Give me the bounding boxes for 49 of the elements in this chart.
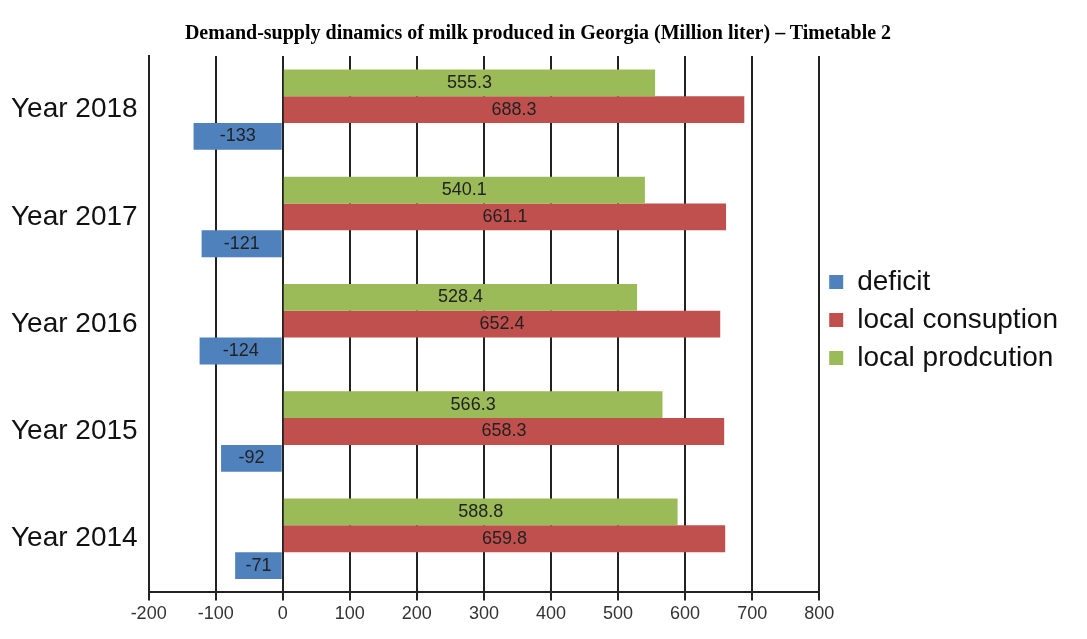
data-label: -121 — [223, 232, 260, 253]
y-tick-label: Year 2015 — [10, 414, 138, 446]
bar — [283, 176, 645, 204]
bar — [283, 418, 725, 445]
y-tick-label: Year 2018 — [10, 92, 138, 124]
data-label: -71 — [245, 554, 272, 575]
data-label: 566.3 — [450, 393, 496, 414]
x-tick-label: -200 — [130, 603, 167, 624]
y-tick-label: Year 2017 — [10, 199, 138, 231]
bar — [283, 310, 721, 338]
legend-label: deficit — [857, 264, 931, 296]
bar — [283, 96, 745, 124]
data-label: 540.1 — [441, 179, 487, 200]
bar — [221, 444, 282, 472]
legend-label: local prodcution — [857, 340, 1054, 372]
x-tick-label: 500 — [603, 603, 634, 624]
y-tick-label: Year 2014 — [10, 521, 138, 553]
bar — [193, 123, 282, 150]
bar — [283, 525, 726, 553]
data-label: 528.4 — [437, 286, 483, 307]
legend-label: local consuption — [857, 302, 1059, 334]
x-tick-label: 100 — [334, 603, 365, 624]
x-tick-label: 800 — [804, 603, 835, 624]
x-tick-label: 200 — [401, 603, 432, 624]
bar — [283, 283, 638, 311]
chart-title: Demand-supply dinamics of milk produced in Georgia (Million liter) – Timetable 2 — [184, 21, 892, 45]
bar — [201, 230, 282, 258]
data-label: 652.4 — [479, 313, 525, 334]
bar — [283, 203, 727, 231]
data-label: 688.3 — [491, 98, 537, 119]
y-tick-label: Year 2016 — [10, 306, 138, 338]
data-label: 588.8 — [458, 500, 504, 521]
x-tick-label: 600 — [670, 603, 701, 624]
data-label: 555.3 — [446, 71, 492, 92]
x-tick-label: 0 — [277, 603, 288, 624]
bar — [283, 391, 663, 419]
x-tick-label: -100 — [197, 603, 234, 624]
data-label: 659.8 — [481, 527, 527, 548]
data-label: -92 — [238, 447, 265, 468]
data-label: 661.1 — [482, 205, 528, 226]
x-tick-label: 400 — [535, 603, 566, 624]
bar — [235, 552, 282, 579]
data-label: 658.3 — [481, 420, 527, 441]
data-label: -133 — [219, 125, 256, 146]
data-label: -124 — [222, 339, 259, 360]
bar — [283, 69, 656, 97]
x-tick-label: 300 — [468, 603, 499, 624]
x-tick-label: 700 — [737, 603, 768, 624]
bar — [283, 498, 678, 526]
